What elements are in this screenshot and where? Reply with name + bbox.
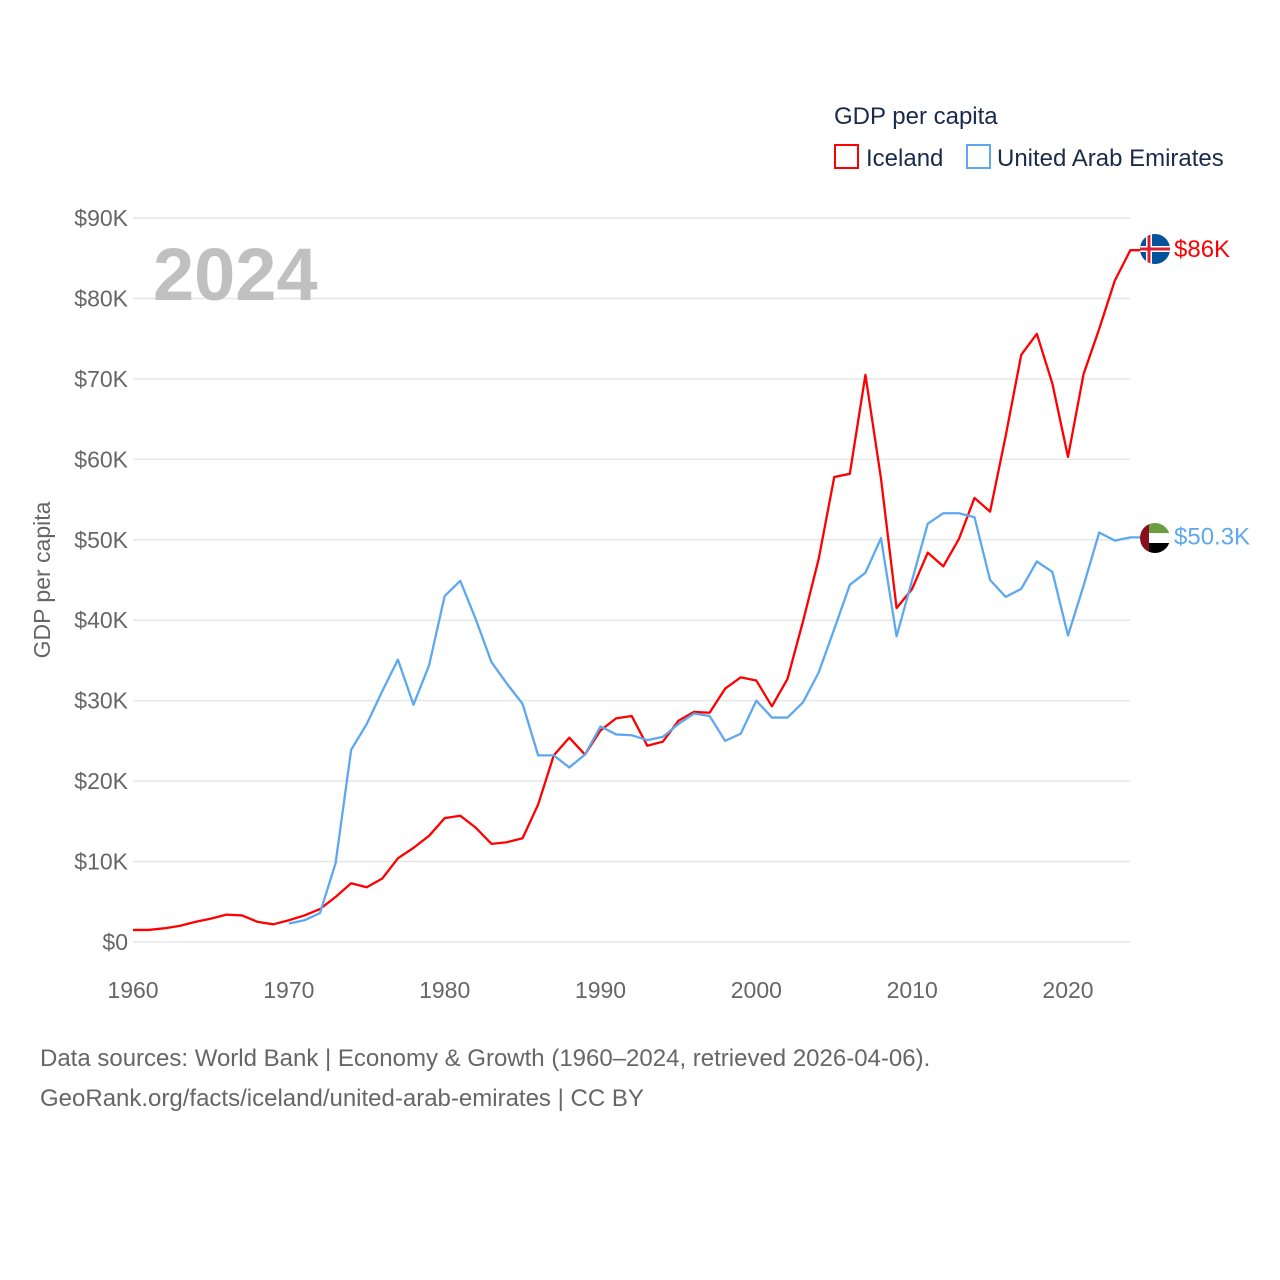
legend-title: GDP per capita	[834, 103, 998, 130]
series-lines	[133, 249, 1140, 932]
x-tick-label: 2010	[887, 977, 938, 1003]
x-tick-label: 1970	[263, 977, 314, 1003]
y-axis: $0 $10K $20K $30K $40K $50K $60K $70K $80K $90K	[74, 205, 128, 955]
y-tick-label: $50K	[74, 527, 128, 553]
x-tick-label: 1980	[419, 977, 470, 1003]
legend-label: United Arab Emirates	[997, 145, 1224, 172]
y-axis-label: GDP per capita	[29, 501, 55, 658]
end-labels: $86K $50.3K	[1174, 236, 1250, 550]
legend-swatch	[966, 144, 991, 169]
year-label: 2024	[153, 233, 318, 316]
gridlines	[133, 217, 1130, 943]
y-tick-label: $70K	[74, 366, 128, 392]
footer-sources: Data sources: World Bank | Economy & Gro…	[40, 1045, 931, 1072]
y-tick-label: $90K	[74, 205, 128, 231]
series-line-uae	[288, 512, 1140, 925]
legend-item-uae[interactable]: United Arab Emirates	[966, 144, 1224, 172]
x-tick-label: 1990	[575, 977, 626, 1003]
x-tick-label: 1960	[107, 977, 158, 1003]
legend-swatch	[834, 144, 859, 169]
y-tick-label: $0	[102, 929, 128, 955]
x-axis: 1960 1970 1980 1990 2000 2010 2020	[107, 977, 1093, 1003]
legend-label: Iceland	[866, 145, 943, 172]
y-tick-label: $20K	[74, 768, 128, 794]
footer-credit: GeoRank.org/facts/iceland/united-arab-em…	[40, 1085, 644, 1112]
series-line-iceland	[133, 249, 1140, 932]
iceland-flag-icon	[1140, 234, 1170, 264]
legend-item-iceland[interactable]: Iceland	[834, 144, 943, 172]
end-value-label: $50.3K	[1174, 523, 1250, 550]
y-tick-label: $10K	[74, 849, 128, 875]
x-tick-label: 2000	[731, 977, 782, 1003]
y-tick-label: $80K	[74, 285, 128, 311]
uae-flag-icon	[1140, 523, 1170, 553]
y-tick-label: $60K	[74, 446, 128, 472]
y-tick-label: $30K	[74, 688, 128, 714]
x-tick-label: 2020	[1042, 977, 1093, 1003]
y-tick-label: $40K	[74, 607, 128, 633]
end-value-label: $86K	[1174, 236, 1230, 263]
